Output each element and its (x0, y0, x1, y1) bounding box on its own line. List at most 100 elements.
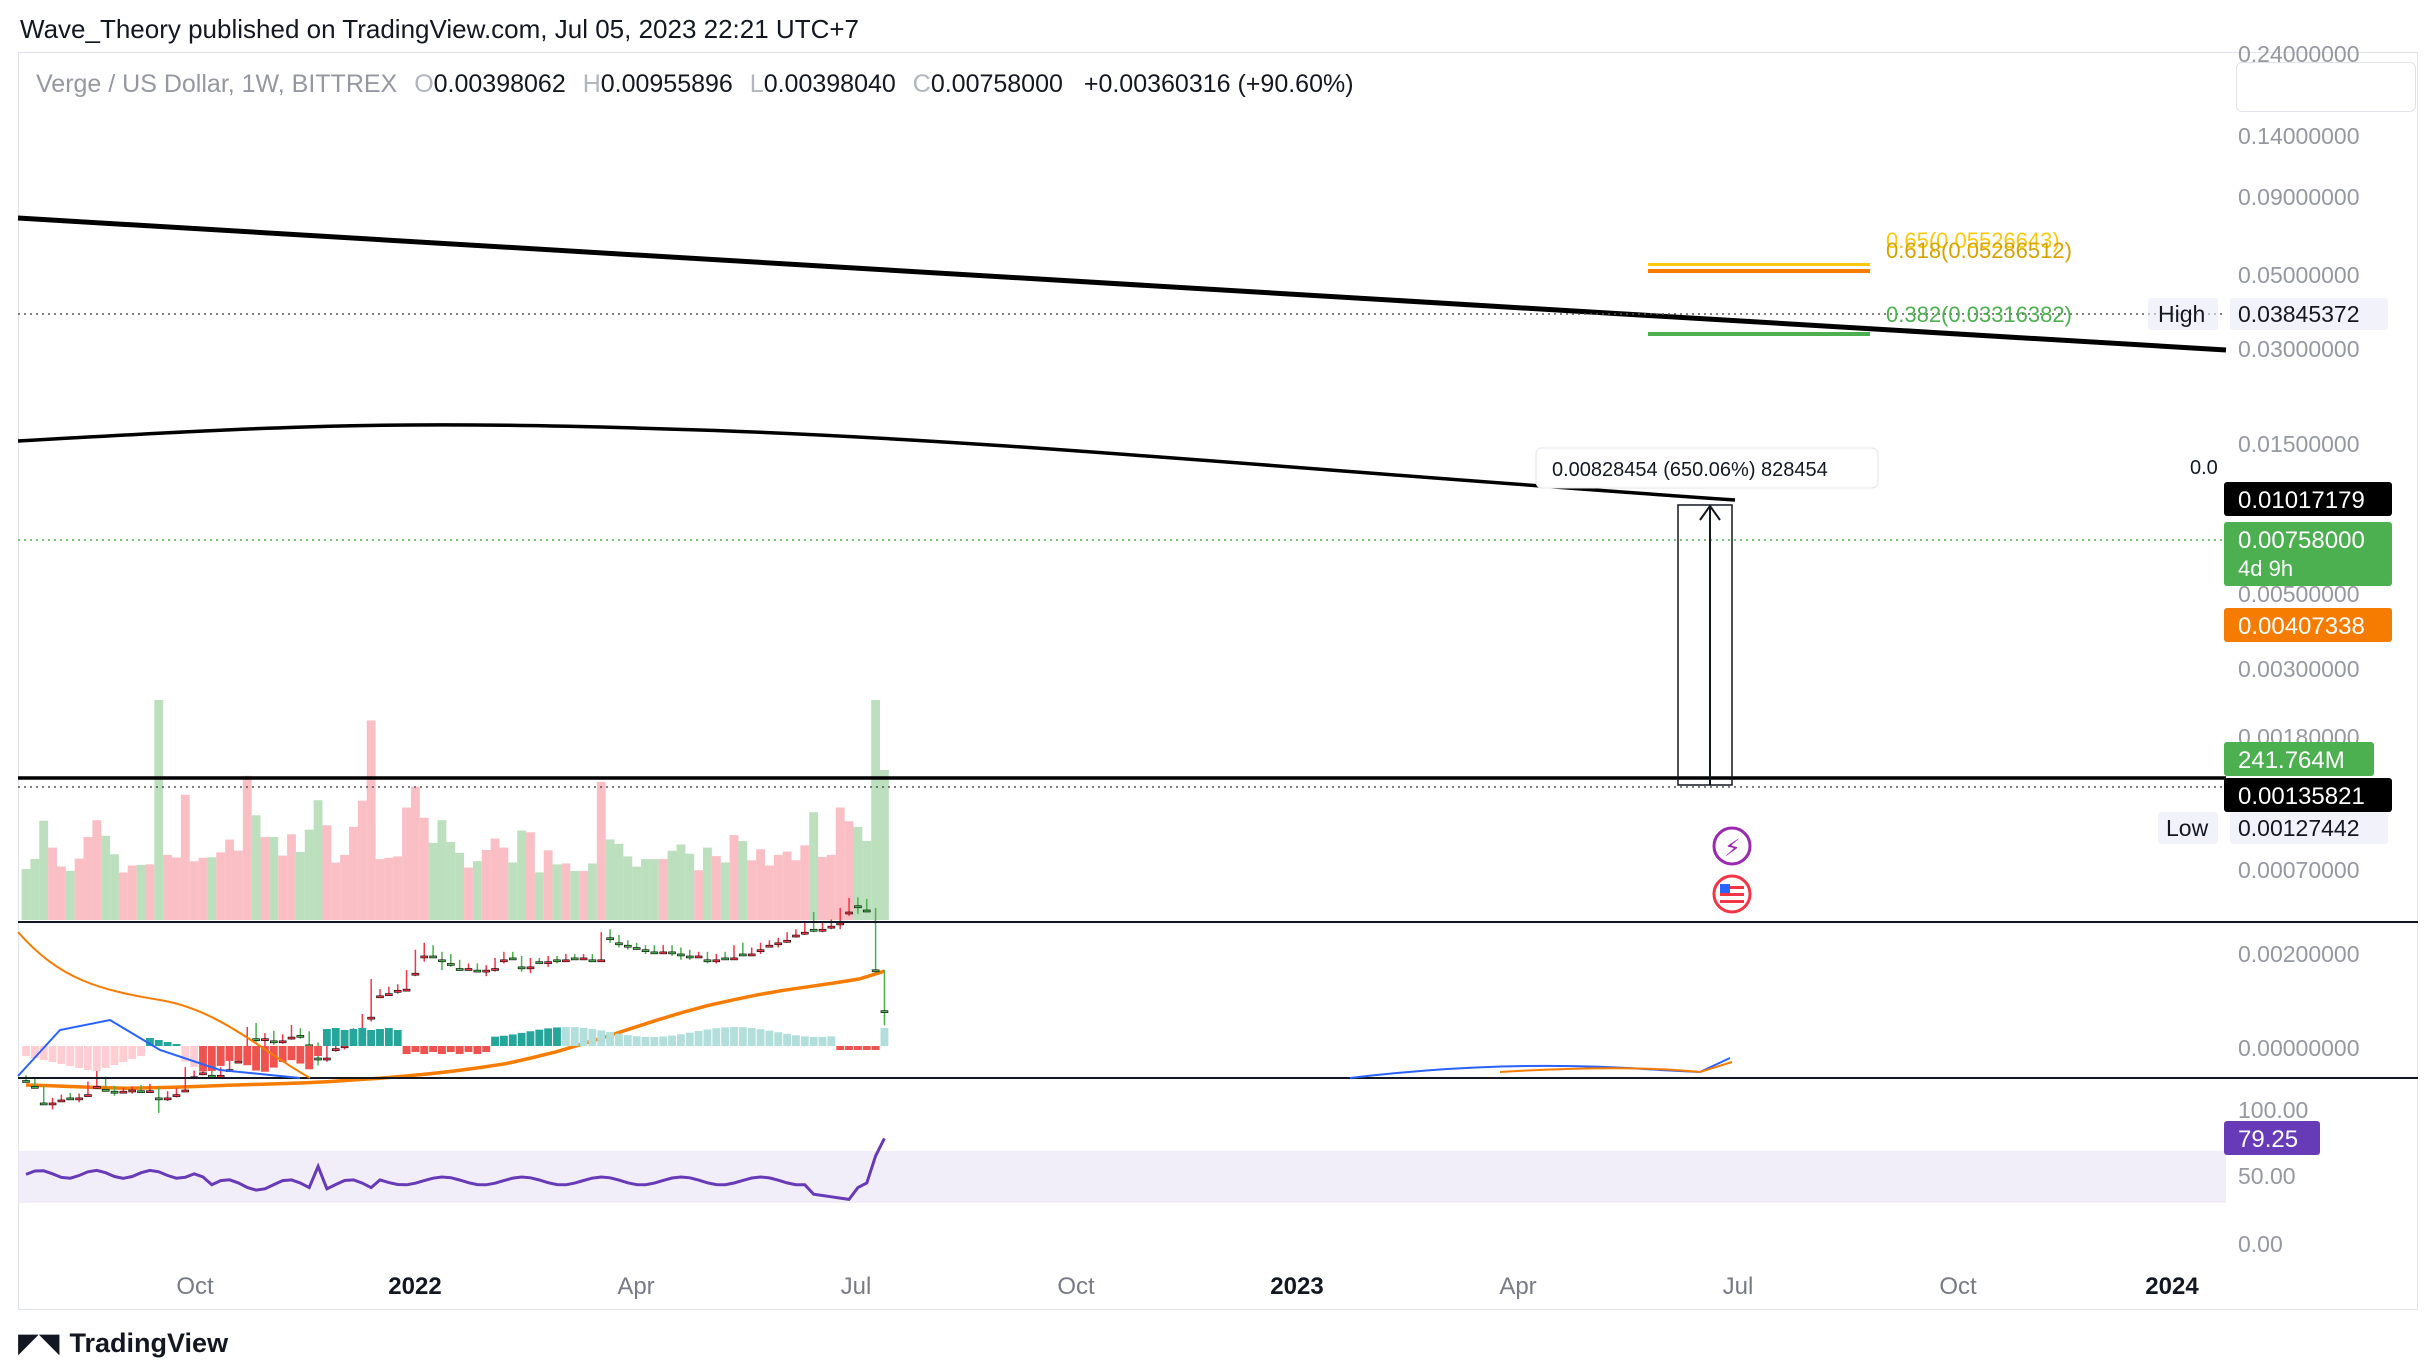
macd-bar (676, 1034, 685, 1046)
macd-bar (358, 1028, 367, 1046)
volume-bar (676, 844, 686, 920)
fib-0618-line[interactable] (1648, 269, 1870, 273)
macd-bar (526, 1031, 535, 1046)
candle (730, 957, 738, 961)
macd-bar (92, 1046, 101, 1071)
volume-bar (65, 870, 75, 920)
volume-bar (207, 857, 217, 920)
macd-bar (110, 1046, 119, 1065)
time-axis[interactable]: Oct 2022 Apr Jul Oct 2023 Apr Jul Oct 2024 (176, 1273, 2199, 1300)
flash-event-icon[interactable] (1712, 826, 1752, 866)
time-tick: Apr (617, 1273, 654, 1300)
volume-bar (632, 866, 642, 920)
macd-bar (181, 1046, 190, 1062)
close-label: C (912, 70, 931, 98)
measure-arrow-head (1699, 504, 1721, 521)
candle (376, 995, 384, 999)
macd-bar (305, 1046, 314, 1070)
candle (588, 959, 597, 963)
volume-bar (101, 835, 111, 920)
volume-bar (340, 854, 350, 920)
volume-bar (30, 858, 40, 920)
volume-bar (180, 794, 190, 920)
volume-bar (402, 807, 411, 920)
ma-trendline[interactable] (17, 423, 1736, 502)
candle (429, 955, 437, 959)
macd-bar (783, 1033, 792, 1046)
price-scale-box[interactable] (2236, 62, 2416, 112)
candle (57, 1099, 66, 1103)
macd-bar (703, 1029, 712, 1046)
candle (216, 1074, 225, 1078)
high-tag-bg (2148, 298, 2218, 330)
volume-bar (490, 838, 500, 920)
volume-bar (570, 870, 580, 920)
macd-bar (269, 1046, 278, 1068)
macd-bar (606, 1032, 615, 1046)
candle (659, 951, 668, 955)
macd-bar (225, 1046, 234, 1061)
high-value: 0.00955896 (600, 70, 733, 98)
volume-bar (472, 861, 482, 920)
volume-bar (225, 839, 234, 920)
macd-bar (30, 1046, 39, 1058)
macd-bar (207, 1046, 216, 1072)
macd-bar (137, 1046, 145, 1056)
candle (22, 1080, 30, 1083)
macd-bar (287, 1046, 296, 1061)
volume-bar (154, 700, 164, 920)
candle (110, 1090, 119, 1094)
volume-bar (844, 821, 854, 920)
macd-bar (234, 1046, 243, 1061)
candle (181, 1089, 190, 1093)
candle (261, 1038, 269, 1041)
volume-bar (720, 862, 730, 920)
volume-bar (375, 859, 385, 920)
candle (385, 993, 393, 996)
volume-bar (552, 864, 562, 920)
volume-bar (534, 872, 544, 920)
volume-bar (826, 854, 836, 920)
fib-065-line[interactable] (1648, 263, 1870, 266)
volume-bar (658, 859, 668, 920)
candle-layer (22, 897, 889, 1113)
macd-bar (800, 1036, 809, 1046)
rsi-tick-0: 0.00 (2238, 1231, 2283, 1257)
macd-bar (827, 1036, 836, 1046)
rsi-band (18, 1151, 2226, 1203)
macd-bar (659, 1036, 668, 1046)
footer-brand[interactable]: ◤◥ TradingView (18, 1328, 228, 1359)
volume-bar (835, 807, 845, 920)
volume-bar (526, 832, 535, 920)
trendline-layer[interactable] (17, 215, 2227, 788)
rsi-value: 79.25 (2238, 1126, 2298, 1153)
measure-tooltip: 0.00828454 (650.06%) 828454 (1552, 459, 1828, 481)
candle (411, 972, 420, 976)
candle (48, 1102, 57, 1106)
macd-bar (101, 1046, 110, 1068)
volume-bar (711, 856, 721, 920)
upper-trendline[interactable] (17, 215, 2227, 353)
candle (739, 953, 747, 957)
symbol-name[interactable]: Verge / US Dollar, 1W, BITTREX (36, 70, 398, 98)
macd-bar (544, 1028, 553, 1046)
macd-bar (623, 1035, 632, 1046)
macd-bar (853, 1046, 862, 1050)
price-tick: 0.00070000 (2238, 857, 2360, 883)
measure-area[interactable] (1677, 504, 1733, 786)
ema-layer (25, 969, 885, 1091)
fib-0382-line[interactable] (1648, 332, 1870, 336)
time-tick: Jul (841, 1273, 872, 1300)
volume-bar (455, 852, 465, 920)
macd-signal-recent (1499, 1061, 1733, 1074)
candle (871, 969, 880, 973)
candle (199, 1072, 207, 1076)
macd-bar (553, 1027, 561, 1046)
fib-0382-label: 0.382(0.03316382) (1886, 302, 2072, 327)
macd-bar (712, 1028, 721, 1046)
low-value: 0.00127442 (2238, 815, 2360, 841)
open-label: O (414, 70, 434, 98)
resistance-tag (2224, 482, 2392, 516)
candle (278, 1040, 287, 1044)
